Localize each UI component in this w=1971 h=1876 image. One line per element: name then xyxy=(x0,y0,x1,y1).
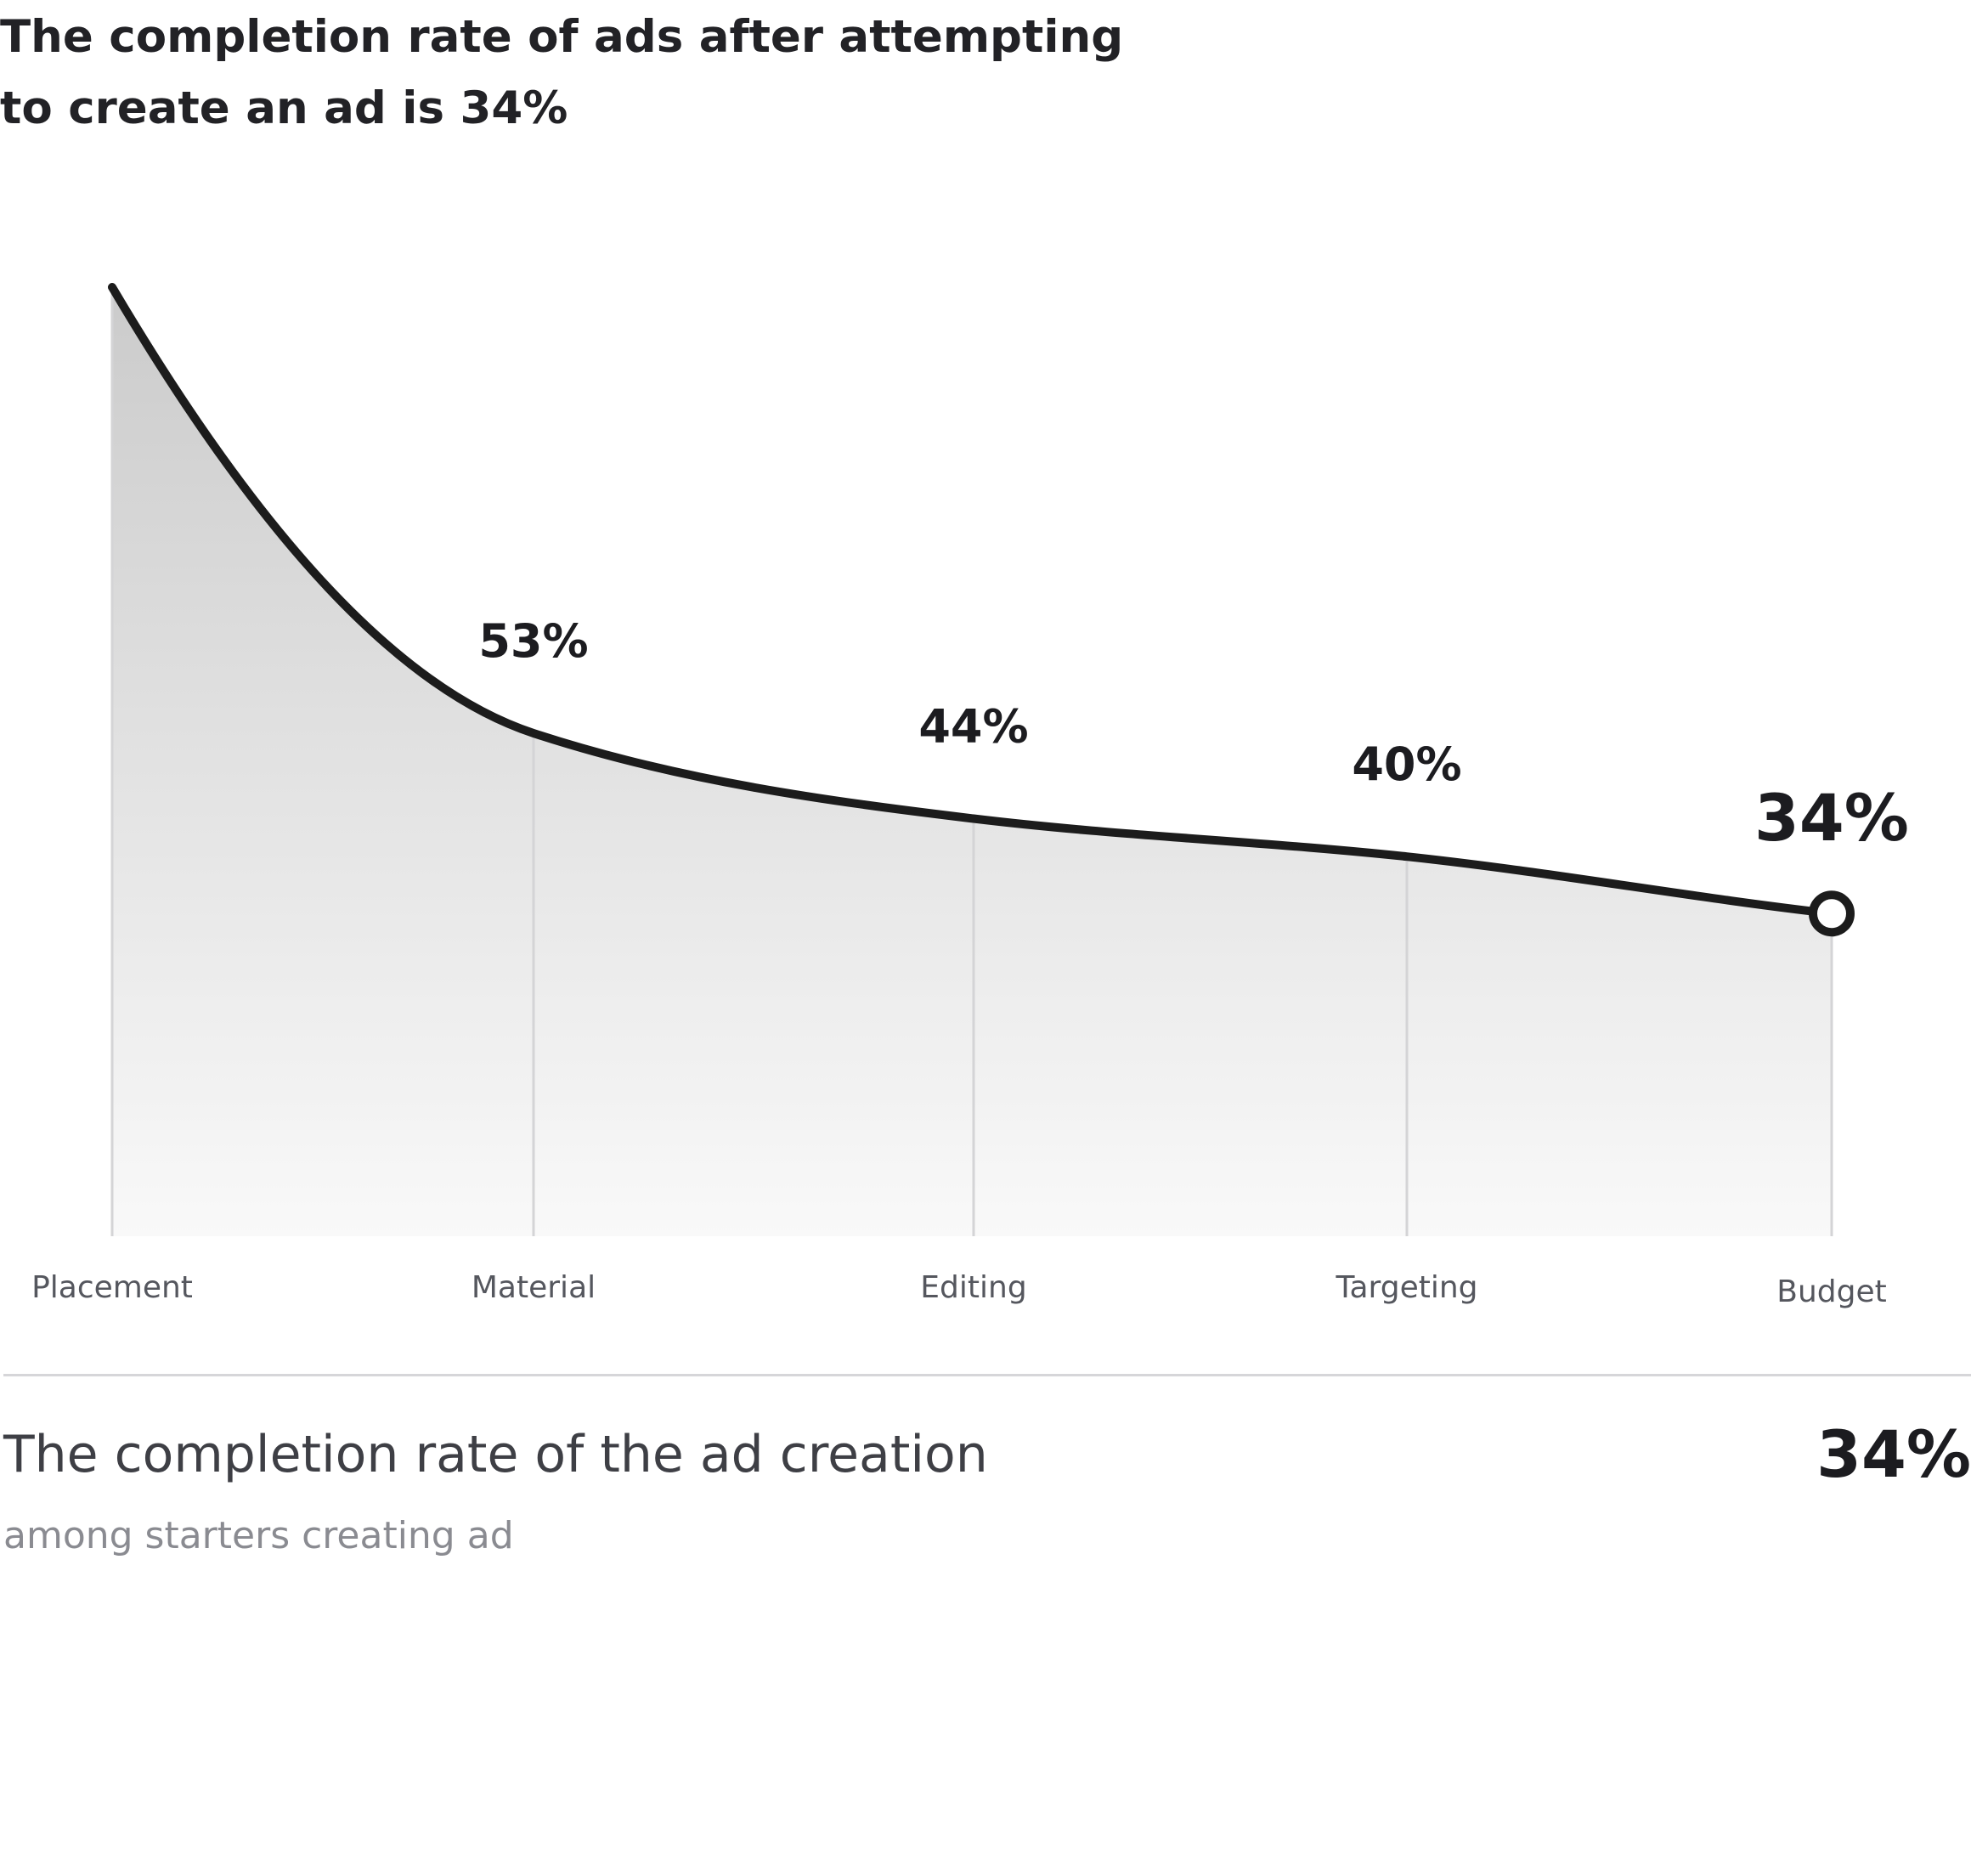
stage-label: Material xyxy=(472,1270,596,1305)
data-label: 34% xyxy=(1754,780,1909,856)
series-line xyxy=(108,283,1836,918)
summary-subtitle: among starters creating ad xyxy=(3,1514,514,1557)
data-label: 53% xyxy=(478,614,588,668)
section-divider xyxy=(3,1374,1971,1376)
summary-value: 34% xyxy=(1816,1416,1971,1492)
stage-label: Budget xyxy=(1776,1274,1886,1309)
data-label: 44% xyxy=(918,700,1028,754)
area-fill xyxy=(112,287,1832,1236)
summary-title: The completion rate of the ad creation xyxy=(3,1425,988,1484)
chart-headline: The completion rate of ads after attempt… xyxy=(0,11,1124,134)
funnel-chart: 53% 44% 40% 34% Placement Material Editing Tar… xyxy=(31,283,1909,1309)
end-point-marker xyxy=(1809,890,1855,937)
stage-label: Targeting xyxy=(1335,1270,1477,1305)
stage-label: Editing xyxy=(920,1270,1026,1305)
data-label: 40% xyxy=(1352,737,1461,791)
stage-label: Placement xyxy=(31,1270,193,1305)
